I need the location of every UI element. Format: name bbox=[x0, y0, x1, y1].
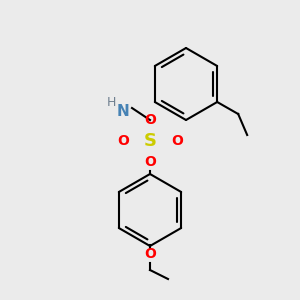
Text: H: H bbox=[106, 95, 116, 109]
Text: O: O bbox=[117, 134, 129, 148]
Text: O: O bbox=[144, 247, 156, 260]
Text: O: O bbox=[144, 113, 156, 127]
Text: S: S bbox=[143, 132, 157, 150]
Text: N: N bbox=[117, 103, 129, 118]
Text: O: O bbox=[171, 134, 183, 148]
Text: O: O bbox=[144, 155, 156, 169]
